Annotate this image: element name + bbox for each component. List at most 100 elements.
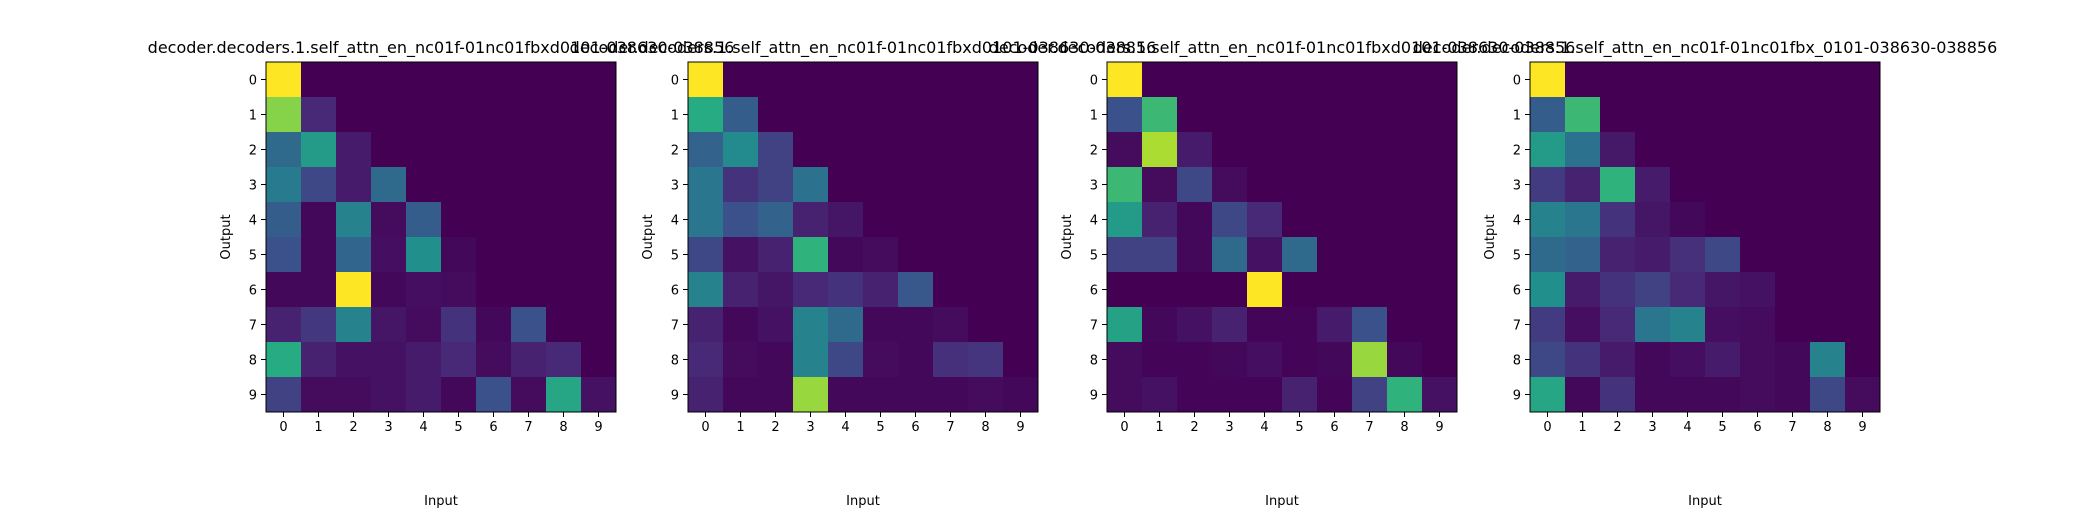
heatmap-cell	[1003, 272, 1039, 308]
heatmap-cell	[828, 342, 864, 378]
heatmap-cell	[1177, 202, 1213, 238]
heatmap-cell	[301, 237, 337, 273]
heatmap-cell	[406, 237, 442, 273]
heatmap-cell	[1635, 377, 1671, 413]
heatmap-cell	[1003, 237, 1039, 273]
heatmap-cell	[1282, 97, 1318, 133]
heatmap-cells	[687, 61, 1039, 413]
heatmap-cell	[688, 97, 724, 133]
heatmap-cell	[441, 307, 477, 343]
heatmap-cell	[1422, 132, 1458, 168]
heatmap-cell	[758, 97, 794, 133]
heatmap-cell	[266, 202, 302, 238]
heatmap-cell	[793, 97, 829, 133]
heatmap-cell	[336, 97, 372, 133]
heatmap-cell	[1530, 202, 1566, 238]
heatmap-cell	[968, 97, 1004, 133]
heatmap-cell	[1810, 342, 1846, 378]
heatmap-cell	[1670, 202, 1706, 238]
y-tick-label: 5	[249, 249, 257, 264]
heatmap-cell	[688, 307, 724, 343]
heatmap-cell	[511, 97, 547, 133]
x-tick-label: 4	[1683, 420, 1691, 435]
heatmap-cell	[1740, 62, 1776, 98]
heatmap-cell	[441, 132, 477, 168]
heatmap-cell	[1177, 62, 1213, 98]
heatmap-cell	[1635, 237, 1671, 273]
heatmap-cell	[1740, 237, 1776, 273]
heatmap-cell	[898, 342, 934, 378]
heatmap-cell	[406, 377, 442, 413]
heatmap-cell	[1635, 307, 1671, 343]
heatmap-cell	[1600, 97, 1636, 133]
heatmap-cell	[1282, 202, 1318, 238]
x-tick-label: 9	[1016, 420, 1024, 435]
heatmap-cell	[406, 132, 442, 168]
heatmap-cell	[863, 202, 899, 238]
heatmap-cell	[863, 237, 899, 273]
heatmap-cell	[1247, 62, 1283, 98]
heatmap-cell	[1740, 202, 1776, 238]
heatmap-cell	[1565, 97, 1601, 133]
y-tick-label: 1	[1513, 109, 1521, 124]
heatmap-cell	[1212, 377, 1248, 413]
heatmap-cell	[1282, 342, 1318, 378]
x-tick-label: 8	[1400, 420, 1408, 435]
heatmap-cell	[266, 167, 302, 203]
heatmap-cell	[1775, 237, 1811, 273]
heatmap-cell	[688, 167, 724, 203]
y-tick-label: 5	[1513, 249, 1521, 264]
heatmap-cell	[301, 307, 337, 343]
heatmap-cell	[441, 272, 477, 308]
heatmap-cell	[406, 202, 442, 238]
x-tick-label: 3	[384, 420, 392, 435]
heatmap-cell	[441, 237, 477, 273]
heatmap-cell	[1565, 342, 1601, 378]
heatmap-cell	[1775, 307, 1811, 343]
y-tick-label: 6	[671, 284, 679, 299]
heatmap-cell	[441, 202, 477, 238]
heatmap-cell	[1142, 237, 1178, 273]
heatmap-cell	[1107, 377, 1143, 413]
heatmap-cell	[863, 342, 899, 378]
plot-frame	[687, 61, 1039, 413]
heatmap-cell	[723, 97, 759, 133]
heatmap-cell	[898, 97, 934, 133]
heatmap-cell	[406, 342, 442, 378]
heatmap-cell	[1107, 97, 1143, 133]
heatmap-cell	[1565, 377, 1601, 413]
heatmap-cell	[898, 167, 934, 203]
panel-title: decoder.decoders.1.self_attn_en_nc01f-01…	[570, 38, 1157, 58]
heatmap-cell	[441, 97, 477, 133]
heatmap-cell	[1705, 202, 1741, 238]
heatmap-cell	[476, 342, 512, 378]
heatmap-cell	[581, 377, 617, 413]
heatmap-cell	[1247, 272, 1283, 308]
y-tick-label: 1	[249, 109, 257, 124]
heatmap-cell	[1177, 272, 1213, 308]
y-tick-label: 9	[249, 389, 257, 404]
heatmap-cell	[1740, 307, 1776, 343]
x-tick-label: 5	[454, 420, 462, 435]
heatmap-cell	[1177, 167, 1213, 203]
heatmap-cell	[1530, 307, 1566, 343]
heatmap-cell	[476, 97, 512, 133]
heatmap-cell	[1845, 307, 1881, 343]
y-tick-label: 4	[249, 214, 257, 229]
heatmap-cell	[1600, 237, 1636, 273]
heatmap-cell	[1003, 97, 1039, 133]
x-tick-label: 1	[1155, 420, 1163, 435]
heatmap-cell	[1003, 342, 1039, 378]
heatmap-cell	[1705, 132, 1741, 168]
heatmap-cell	[1422, 272, 1458, 308]
heatmap-cell	[371, 272, 407, 308]
x-tick-label: 0	[1543, 420, 1551, 435]
heatmap-cell	[1810, 237, 1846, 273]
heatmap-cell	[688, 202, 724, 238]
heatmap-cell	[511, 307, 547, 343]
heatmap-cell	[1107, 132, 1143, 168]
heatmap-cell	[1810, 307, 1846, 343]
heatmap-cell	[758, 272, 794, 308]
heatmap-cell	[1212, 62, 1248, 98]
heatmap-cell	[758, 132, 794, 168]
